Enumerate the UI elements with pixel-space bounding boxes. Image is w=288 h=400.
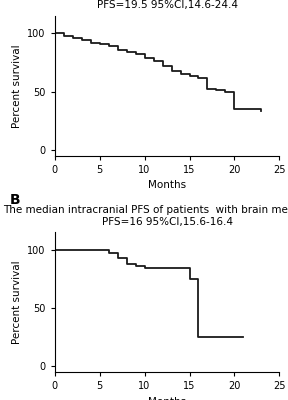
Y-axis label: Percent survival: Percent survival <box>12 44 22 128</box>
X-axis label: Months: Months <box>148 396 186 400</box>
Text: PFS=16 95%CI,15.6-16.4: PFS=16 95%CI,15.6-16.4 <box>102 217 232 227</box>
X-axis label: Months: Months <box>148 180 186 190</box>
Text: B: B <box>10 193 20 207</box>
Text: PFS=19.5 95%CI,14.6-24.4: PFS=19.5 95%CI,14.6-24.4 <box>96 0 238 10</box>
Y-axis label: Percent survival: Percent survival <box>12 260 22 344</box>
Title: The median intracranial PFS of patients  with brain metastases: The median intracranial PFS of patients … <box>3 205 288 215</box>
